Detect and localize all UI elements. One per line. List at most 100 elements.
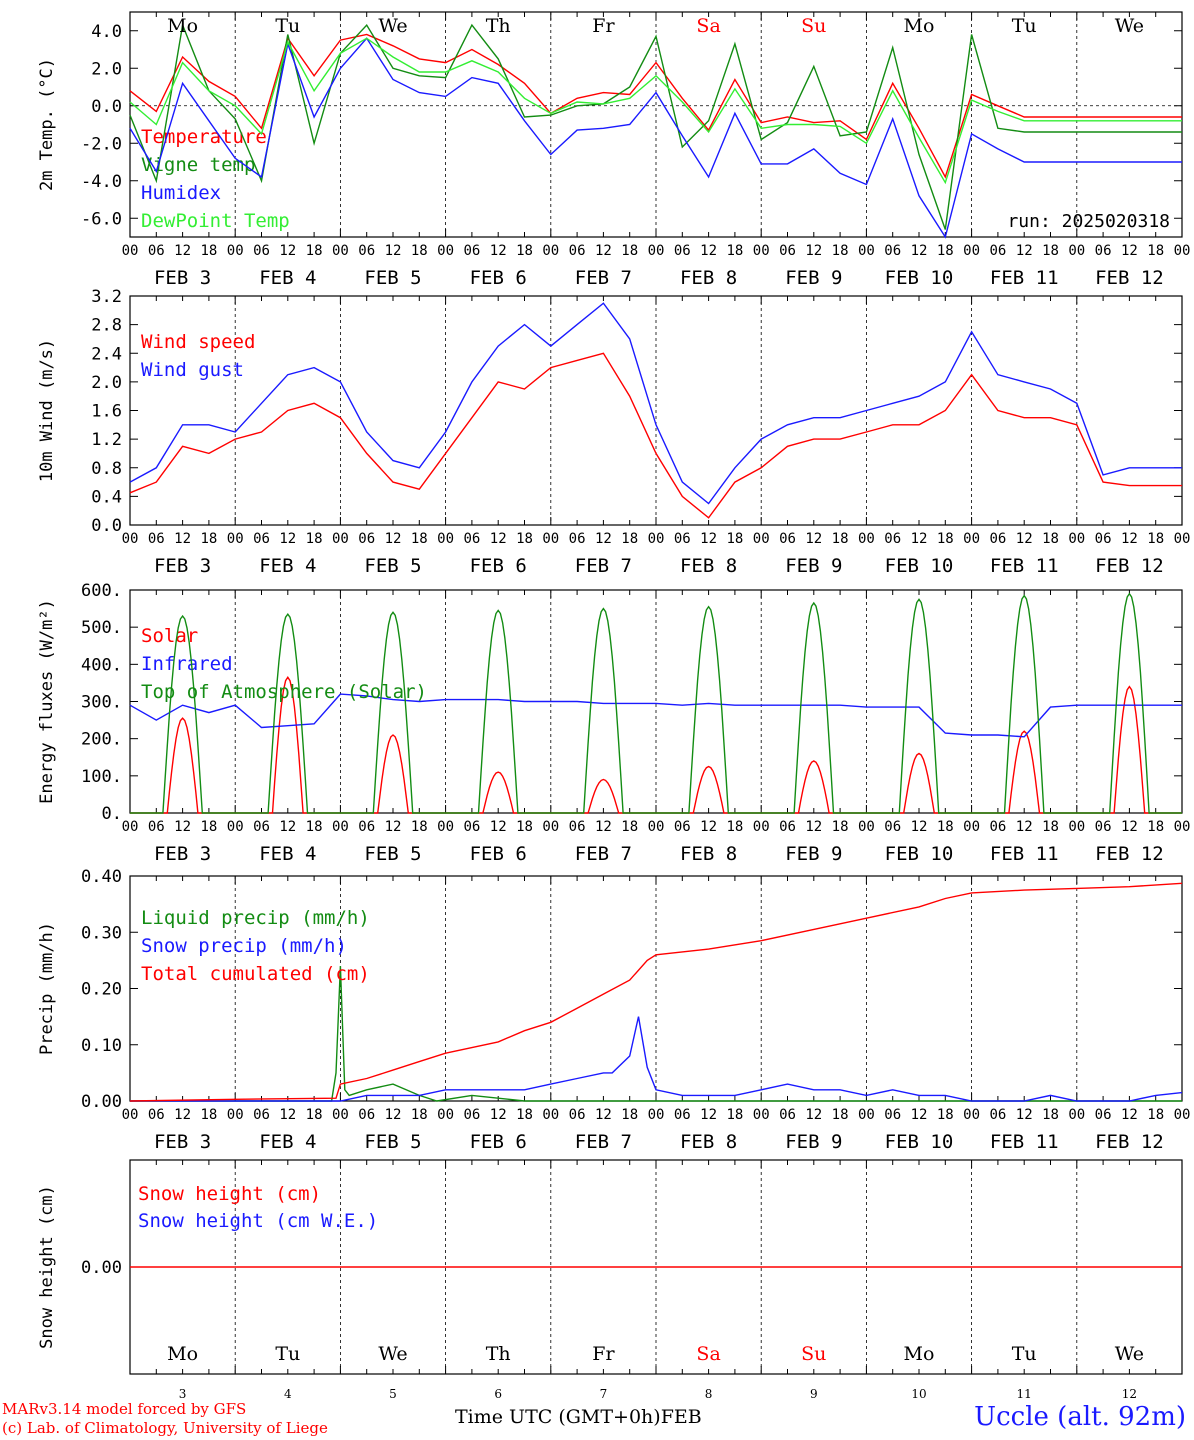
y-axis-label: 10m Wind (m/s) [37, 339, 57, 482]
x-tick-label: 12 [700, 819, 717, 835]
x-tick-label: 00 [227, 819, 244, 835]
x-tick-label: 12 [700, 1107, 717, 1123]
x-tick-label: 00 [332, 243, 349, 259]
x-tick-label: 00 [122, 531, 139, 547]
x-tick-label: 00 [437, 819, 454, 835]
x-tick-label: 18 [1147, 531, 1164, 547]
day-label: FEB 12 [1095, 267, 1164, 289]
y-tick-label: 0.20 [81, 980, 122, 1000]
x-tick-label: 06 [779, 531, 796, 547]
x-tick-label: 18 [1042, 819, 1059, 835]
weekday-label: We [378, 1343, 407, 1365]
x-tick-label: 00 [437, 243, 454, 259]
series-line-1 [130, 1016, 1183, 1102]
x-tick-label: 18 [832, 819, 849, 835]
legend-entry: Snow height (cm) [138, 1183, 321, 1205]
x-tick-label: 12 [595, 243, 612, 259]
x-tick-label: 12 [595, 531, 612, 547]
x-tick-label: 06 [884, 1107, 901, 1123]
x-tick-label: 00 [963, 531, 980, 547]
x-tick-label: 00 [332, 531, 349, 547]
x-tick-label: 18 [411, 531, 428, 547]
x-tick-label: 06 [463, 243, 480, 259]
y-tick-label: 0.00 [81, 1258, 122, 1278]
weekday-label: Mo [904, 15, 935, 37]
day-label: FEB 8 [680, 555, 737, 577]
x-tick-label: 00 [963, 1107, 980, 1123]
legend-entry: Solar [141, 625, 198, 647]
x-tick-label: 12 [805, 1107, 822, 1123]
x-tick-label: 18 [411, 1107, 428, 1123]
day-label: FEB 6 [470, 843, 527, 865]
x-tick-label: 18 [621, 243, 638, 259]
legend-entry: Temperature [141, 126, 267, 148]
series-line-2 [129, 37, 1182, 239]
x-tick-label: 12 [911, 531, 928, 547]
x-tick-label: 00 [332, 1107, 349, 1123]
y-tick-label: 0.40 [81, 867, 122, 887]
series-line-1 [129, 302, 1182, 505]
y-tick-label: 300. [81, 693, 122, 713]
day-label: FEB 7 [575, 1131, 632, 1153]
x-tick-label: 06 [463, 1107, 480, 1123]
x-tick-label: 18 [306, 1107, 323, 1123]
x-tick-label: 00 [858, 243, 875, 259]
day-label: FEB 4 [259, 1131, 316, 1153]
weekday-label: Tu [275, 1343, 300, 1365]
x-tick-label: 06 [674, 531, 691, 547]
x-tick-label: 18 [832, 1107, 849, 1123]
legend-entry: Snow precip (mm/h) [141, 935, 347, 957]
series-line-1 [129, 693, 1182, 738]
x-tick-label: 00 [437, 1107, 454, 1123]
x-tick-label: 06 [358, 1107, 375, 1123]
day-label: FEB 4 [259, 267, 316, 289]
x-tick-label: 12 [1016, 243, 1033, 259]
weekday-label: Th [486, 1343, 511, 1365]
legend-entry: DewPoint Temp [141, 210, 290, 232]
day-number: 7 [600, 1387, 608, 1401]
x-tick-label: 18 [516, 243, 533, 259]
x-tick-label: 00 [1174, 819, 1191, 835]
x-tick-label: 18 [937, 531, 954, 547]
x-tick-label: 06 [358, 531, 375, 547]
x-tick-label: 12 [174, 243, 191, 259]
x-tick-label: 12 [1121, 1107, 1138, 1123]
x-tick-label: 06 [989, 243, 1006, 259]
day-label: FEB 3 [154, 267, 211, 289]
x-tick-label: 06 [1095, 243, 1112, 259]
y-axis-label: Snow height (cm) [37, 1185, 57, 1349]
x-tick-label: 00 [1068, 243, 1085, 259]
y-tick-label: 1.2 [91, 430, 122, 450]
x-tick-label: 00 [1068, 819, 1085, 835]
x-tick-label: 00 [1068, 1107, 1085, 1123]
y-tick-label: 3.2 [91, 287, 122, 307]
x-tick-label: 00 [1174, 531, 1191, 547]
panel-5: 0.00 Snow height (cm) Snow height (cm) Snow… [37, 1159, 1183, 1401]
day-label: FEB 3 [154, 555, 211, 577]
x-tick-label: 18 [832, 243, 849, 259]
day-label: FEB 7 [575, 267, 632, 289]
x-tick-label: 12 [805, 819, 822, 835]
x-tick-label: 06 [674, 243, 691, 259]
weekday-label: Tu [1012, 15, 1037, 37]
x-tick-label: 06 [463, 819, 480, 835]
y-tick-label: 0.30 [81, 923, 122, 943]
x-tick-label: 18 [516, 531, 533, 547]
y-tick-label: 0.0 [91, 516, 122, 536]
panel-4: 0.40 0.30 0.20 0.10 0.00 Precip (mm/h) Liquid … [37, 867, 1190, 1153]
x-tick-label: 06 [148, 819, 165, 835]
x-tick-label: 12 [174, 819, 191, 835]
weekday-label: Su [801, 1343, 826, 1365]
x-tick-label: 12 [279, 1107, 296, 1123]
x-tick-label: 12 [490, 1107, 507, 1123]
y-axis-label: 2m Temp. (°C) [37, 58, 57, 191]
x-tick-label: 00 [753, 531, 770, 547]
day-label: FEB 10 [885, 843, 954, 865]
x-tick-label: 12 [490, 819, 507, 835]
day-number: 6 [494, 1387, 502, 1401]
x-tick-label: 12 [385, 1107, 402, 1123]
weekday-label: Fr [592, 15, 615, 37]
x-tick-label: 06 [674, 1107, 691, 1123]
day-label: FEB 5 [364, 1131, 421, 1153]
x-tick-label: 06 [884, 531, 901, 547]
